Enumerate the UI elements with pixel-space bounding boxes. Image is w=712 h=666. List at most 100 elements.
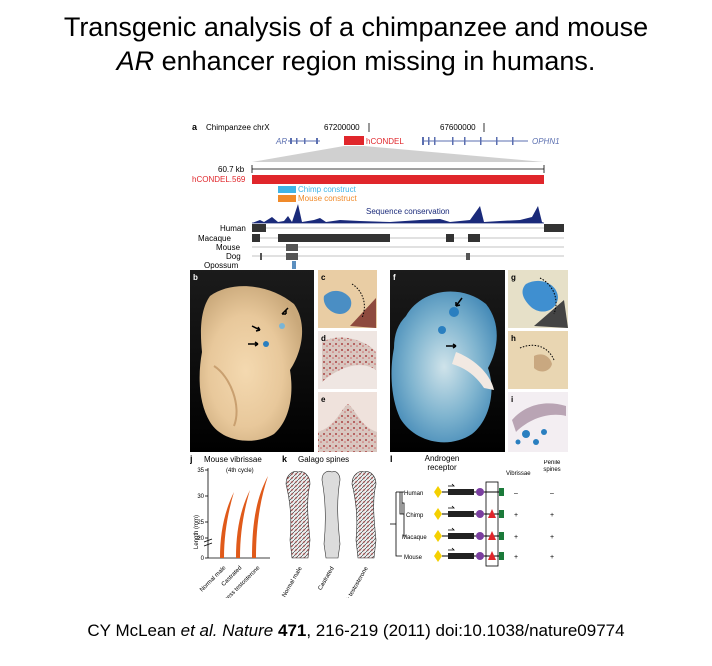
panel-j-title: Mouse vibrissae [204,455,262,464]
j-ytick-20: 20 [197,536,204,542]
k-xlabel-normal: Normal male [282,565,305,598]
photo-c-tissue [350,298,376,328]
photo-i-stain-4 [515,439,521,445]
ar-gene-track [288,138,320,144]
l-human-vib: – [514,490,518,497]
embryo-f-stain-1 [449,307,459,317]
photo-g-stain [522,280,558,312]
species-human: Human [220,224,246,233]
whisker-castrated [236,490,250,558]
arrow-f-2 [446,343,457,349]
slide-title: Transgenic analysis of a chimpanzee and … [0,10,712,78]
letter-c: c [321,273,326,282]
photo-i-section [512,403,566,432]
photo-i-stain-1 [522,430,530,438]
arrow-b-3 [248,341,259,347]
photo-d-section [322,337,376,382]
panel-j-ylabel: Length (mm) [194,515,200,549]
figure: a Chimpanzee chrX 67200000 67600000 AR h… [189,120,582,626]
panel-k-title: Galago spines [298,455,349,464]
arrow-f-1 [455,297,463,307]
alignment-tracks [252,224,564,269]
photo-g-tissue [534,300,568,328]
embryo-b-stain [263,341,269,347]
embryo-b-eye-stain [279,323,285,329]
citation-volume: 471 [277,621,307,640]
whisker-normal [220,492,234,558]
header-androgen-receptor: Androgen receptor [424,454,460,472]
l-species-macaque: Macaque [402,535,427,541]
j-ytick-25: 25 [197,520,204,526]
figure-svg: a Chimpanzee chrX 67200000 67600000 AR h… [189,122,568,626]
conservation-track [252,204,544,223]
photo-h-outline [519,344,555,361]
photo-i-stain-3 [541,429,547,435]
photo-e-section [318,404,377,452]
whisker-excess [252,476,268,558]
species-mouse: Mouse [216,243,241,252]
embryo-f [391,291,497,443]
embryo-b [199,286,303,441]
l-chimp-vib: + [514,512,518,519]
chrom-label: Chimpanzee chrX [206,123,270,132]
panel-k-letter: k [282,454,288,464]
l-row-mouse-glyphs [434,547,504,562]
panel-j-letter: j [190,454,193,464]
header-vibrissae: Vibrissae [506,471,531,477]
k-xlabel-castrated-testosterone: Castrated + testosterone [332,565,370,598]
header-penile-fo: Penile spines [543,460,560,473]
letter-i: i [511,395,513,404]
k-xlabel-castrated: Castrated [318,566,336,592]
letter-g: g [511,273,516,282]
title-line-2-rest: enhancer region missing in humans. [154,46,596,76]
l-mouse-pen: + [550,554,554,561]
hcondel-bar [252,175,544,184]
conservation-label: Sequence conservation [366,207,450,216]
embryo-b-limb [213,365,238,427]
hcondel-full-label: hCONDEL.569 [192,175,246,184]
spine-castrated [321,470,341,559]
scale-bar [251,165,545,173]
photo-c-stain [323,290,352,314]
photo-g-outline [539,277,557,315]
chimp-construct-label: Chimp construct [298,185,357,194]
embryo-f-stain-2 [438,326,446,334]
hcondel-label: hCONDEL [366,137,404,146]
l-macaque-pen: + [550,534,554,541]
gene-ophn1-label: OPHN1 [532,137,560,146]
zoom-wedge [252,146,544,162]
photo-h-feature [534,354,552,372]
panel-j-subtitle: (4th cycle) [226,468,254,474]
panel-a-letter: a [192,122,198,132]
title-line-1: Transgenic analysis of a chimpanzee and … [63,12,649,42]
l-row-macaque-glyphs [434,527,504,542]
l-chimp-pen: + [550,512,554,519]
citation-authors: CY McLean [87,621,181,640]
letter-d: d [321,334,326,343]
l-row-human-glyphs [434,483,504,498]
l-species-chimp: Chimp [406,513,424,519]
spine-normal [285,471,311,559]
hcondel-highlight-box [485,481,499,567]
l-human-pen: – [550,490,554,497]
title-gene-italic: AR [116,46,155,76]
citation-rest: , 216-219 (2011) doi:10.1038/nature09774 [306,621,625,640]
spine-castrated-testosterone [351,471,377,559]
mouse-construct-label: Mouse construct [298,194,357,203]
gene-ar-label: AR [275,137,287,146]
phylogeny-tree [390,491,406,557]
species-opossum: Opossum [204,261,239,270]
l-macaque-vib: + [514,534,518,541]
citation-etal: et al. Nature [180,621,274,640]
l-row-chimp-glyphs [434,505,504,520]
citation: CY McLean et al. Nature 471, 216-219 (20… [0,621,712,641]
j-xlabel-normal: Normal male [199,565,228,594]
species-dog: Dog [226,252,241,261]
j-ytick-30: 30 [197,494,204,500]
l-mouse-vib: + [514,554,518,561]
header-ar-fo: Androgen receptor [424,454,460,472]
photo-i-stain-2 [533,439,539,445]
j-ytick-0: 0 [201,556,205,562]
scale-label: 60.7 kb [218,165,245,174]
hcondel-block [344,136,364,145]
